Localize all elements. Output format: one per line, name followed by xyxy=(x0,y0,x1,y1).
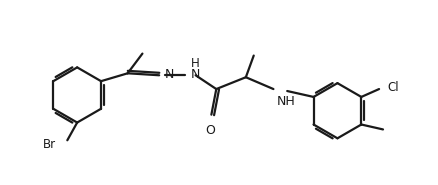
Text: Cl: Cl xyxy=(386,81,398,94)
Text: O: O xyxy=(205,124,215,137)
Text: Br: Br xyxy=(42,138,55,151)
Text: N: N xyxy=(165,68,174,81)
Text: NH: NH xyxy=(276,95,294,108)
Text: N: N xyxy=(190,68,200,81)
Text: H: H xyxy=(191,57,200,70)
